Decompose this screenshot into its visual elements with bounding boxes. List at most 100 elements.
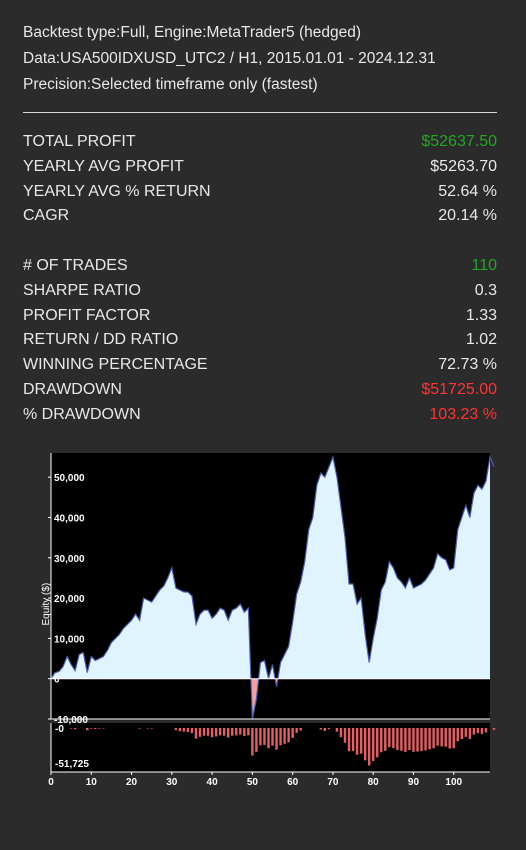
y-tick-label: 50,000 bbox=[54, 473, 85, 484]
backtest-info: Backtest type:Full, Engine:MetaTrader5 (… bbox=[23, 20, 503, 98]
equity-line bbox=[50, 454, 495, 720]
drawdown-bar bbox=[359, 728, 363, 754]
drawdown-bar bbox=[384, 728, 387, 751]
stat-percent-drawdown: % DRAWDOWN 103.23 % bbox=[23, 403, 497, 428]
drawdown-bar bbox=[227, 728, 230, 738]
stat-drawdown: DRAWDOWN $51725.00 bbox=[23, 378, 497, 403]
drawdown-bar bbox=[190, 728, 194, 734]
drawdown-bar bbox=[492, 728, 496, 730]
stat-winning-percentage: WINNING PERCENTAGE 72.73 % bbox=[23, 353, 497, 378]
drawdown-bar bbox=[468, 728, 472, 740]
drawdown-bar bbox=[259, 728, 262, 746]
drawdown-bar bbox=[323, 728, 327, 731]
drawdown-bar bbox=[327, 728, 331, 730]
drawdown-bar bbox=[460, 728, 464, 740]
drawdown-bar bbox=[235, 728, 238, 736]
equity-area-positive bbox=[51, 457, 490, 679]
backtest-type: Backtest type:Full, Engine:MetaTrader5 (… bbox=[23, 24, 362, 41]
data-source: Data:USA500IDXUSD_UTC2 / H1, 2015.01.01 … bbox=[23, 50, 436, 67]
drawdown-bar bbox=[444, 728, 447, 747]
drawdown-bar bbox=[371, 728, 375, 762]
stat-sharpe-ratio: SHARPE RATIO 0.3 bbox=[23, 279, 497, 304]
x-tick-label: 30 bbox=[166, 777, 178, 788]
x-tick-label: 40 bbox=[207, 777, 219, 788]
stat-value: 110 bbox=[471, 256, 497, 274]
stat-value: 1.02 bbox=[465, 331, 497, 349]
drawdown-tick-label: -0 bbox=[55, 724, 64, 735]
drawdown-bar bbox=[202, 728, 206, 736]
stat-value: 0.3 bbox=[474, 281, 497, 299]
stat-value: 72.73 % bbox=[438, 356, 497, 374]
stat-label: % DRAWDOWN bbox=[23, 405, 141, 423]
x-tick-label: 0 bbox=[48, 777, 54, 788]
drawdown-bar bbox=[210, 728, 214, 738]
drawdown-bar bbox=[239, 728, 242, 735]
drawdown-bar bbox=[408, 728, 411, 751]
drawdown-bar bbox=[464, 728, 468, 737]
drawdown-bar bbox=[339, 728, 343, 738]
drawdown-bar bbox=[222, 728, 226, 736]
x-tick-label: 70 bbox=[327, 777, 339, 788]
y-tick-label: 10,000 bbox=[54, 634, 85, 645]
drawdown-bar bbox=[243, 728, 246, 737]
drawdown-bar bbox=[283, 728, 286, 744]
drawdown-bar bbox=[182, 728, 186, 732]
stat-value: 103.23 % bbox=[429, 405, 497, 423]
stat-label: WINNING PERCENTAGE bbox=[23, 356, 208, 374]
drawdown-bar bbox=[424, 728, 427, 751]
stat-label: TOTAL PROFIT bbox=[23, 133, 136, 150]
drawdown-bar bbox=[452, 728, 455, 749]
drawdown-bar bbox=[351, 728, 355, 752]
drawdown-bar bbox=[214, 728, 218, 737]
drawdown-bar bbox=[69, 728, 73, 729]
drawdown-bar bbox=[138, 728, 141, 729]
stat-value: $51725.00 bbox=[421, 380, 497, 398]
drawdown-bar bbox=[291, 728, 294, 738]
x-tick-label: 50 bbox=[247, 777, 259, 788]
drawdown-bar bbox=[206, 728, 210, 736]
drawdown-bar bbox=[198, 728, 202, 737]
x-tick-label: 100 bbox=[445, 777, 462, 788]
stat-value: 1.33 bbox=[465, 306, 497, 324]
stat-value: 52.64 % bbox=[438, 182, 497, 200]
drawdown-bar bbox=[90, 728, 93, 729]
stat-label: CAGR bbox=[23, 207, 70, 225]
stat-value: $5263.70 bbox=[430, 157, 497, 175]
drawdown-bar bbox=[194, 728, 198, 739]
drawdown-bar bbox=[251, 728, 254, 756]
drawdown-bar bbox=[484, 728, 488, 733]
drawdown-bar bbox=[347, 728, 351, 752]
x-tick-label: 20 bbox=[126, 777, 138, 788]
drawdown-bar bbox=[363, 728, 367, 761]
drawdown-bar bbox=[174, 728, 178, 731]
drawdown-bar bbox=[436, 728, 439, 746]
drawdown-bar bbox=[428, 728, 431, 750]
x-tick-label: 10 bbox=[86, 777, 98, 788]
stat-label: RETURN / DD RATIO bbox=[23, 331, 179, 349]
y-tick-label: 30,000 bbox=[54, 554, 85, 565]
y-tick-label: -10,000 bbox=[54, 715, 88, 726]
drawdown-bar bbox=[178, 728, 182, 732]
stats-table: TOTAL PROFIT $52637.50 YEARLY AVG PROFIT… bbox=[23, 130, 497, 428]
drawdown-bar bbox=[231, 728, 234, 736]
stat-num-trades: # OF TRADES 110 bbox=[23, 254, 497, 279]
stat-cagr: CAGR 20.14 % bbox=[23, 204, 497, 229]
drawdown-bar bbox=[299, 728, 302, 731]
stat-yearly-avg-profit: YEARLY AVG PROFIT $5263.70 bbox=[23, 155, 497, 180]
x-tick-label: 80 bbox=[368, 777, 380, 788]
drawdown-bar bbox=[380, 728, 383, 753]
drawdown-bar bbox=[440, 728, 443, 747]
drawdown-bar bbox=[416, 728, 419, 752]
y-tick-label: 20,000 bbox=[54, 594, 85, 605]
stat-value: $52637.50 bbox=[421, 133, 497, 150]
drawdown-bar bbox=[98, 728, 101, 729]
y-tick-label: 40,000 bbox=[54, 513, 85, 524]
drawdown-bar bbox=[456, 728, 459, 742]
drawdown-bar bbox=[287, 728, 290, 743]
drawdown-bar bbox=[388, 728, 391, 748]
drawdown-bar bbox=[319, 728, 323, 730]
drawdown-bar bbox=[271, 728, 274, 746]
drawdown-bar bbox=[404, 728, 407, 752]
stat-profit-factor: PROFIT FACTOR 1.33 bbox=[23, 304, 497, 329]
